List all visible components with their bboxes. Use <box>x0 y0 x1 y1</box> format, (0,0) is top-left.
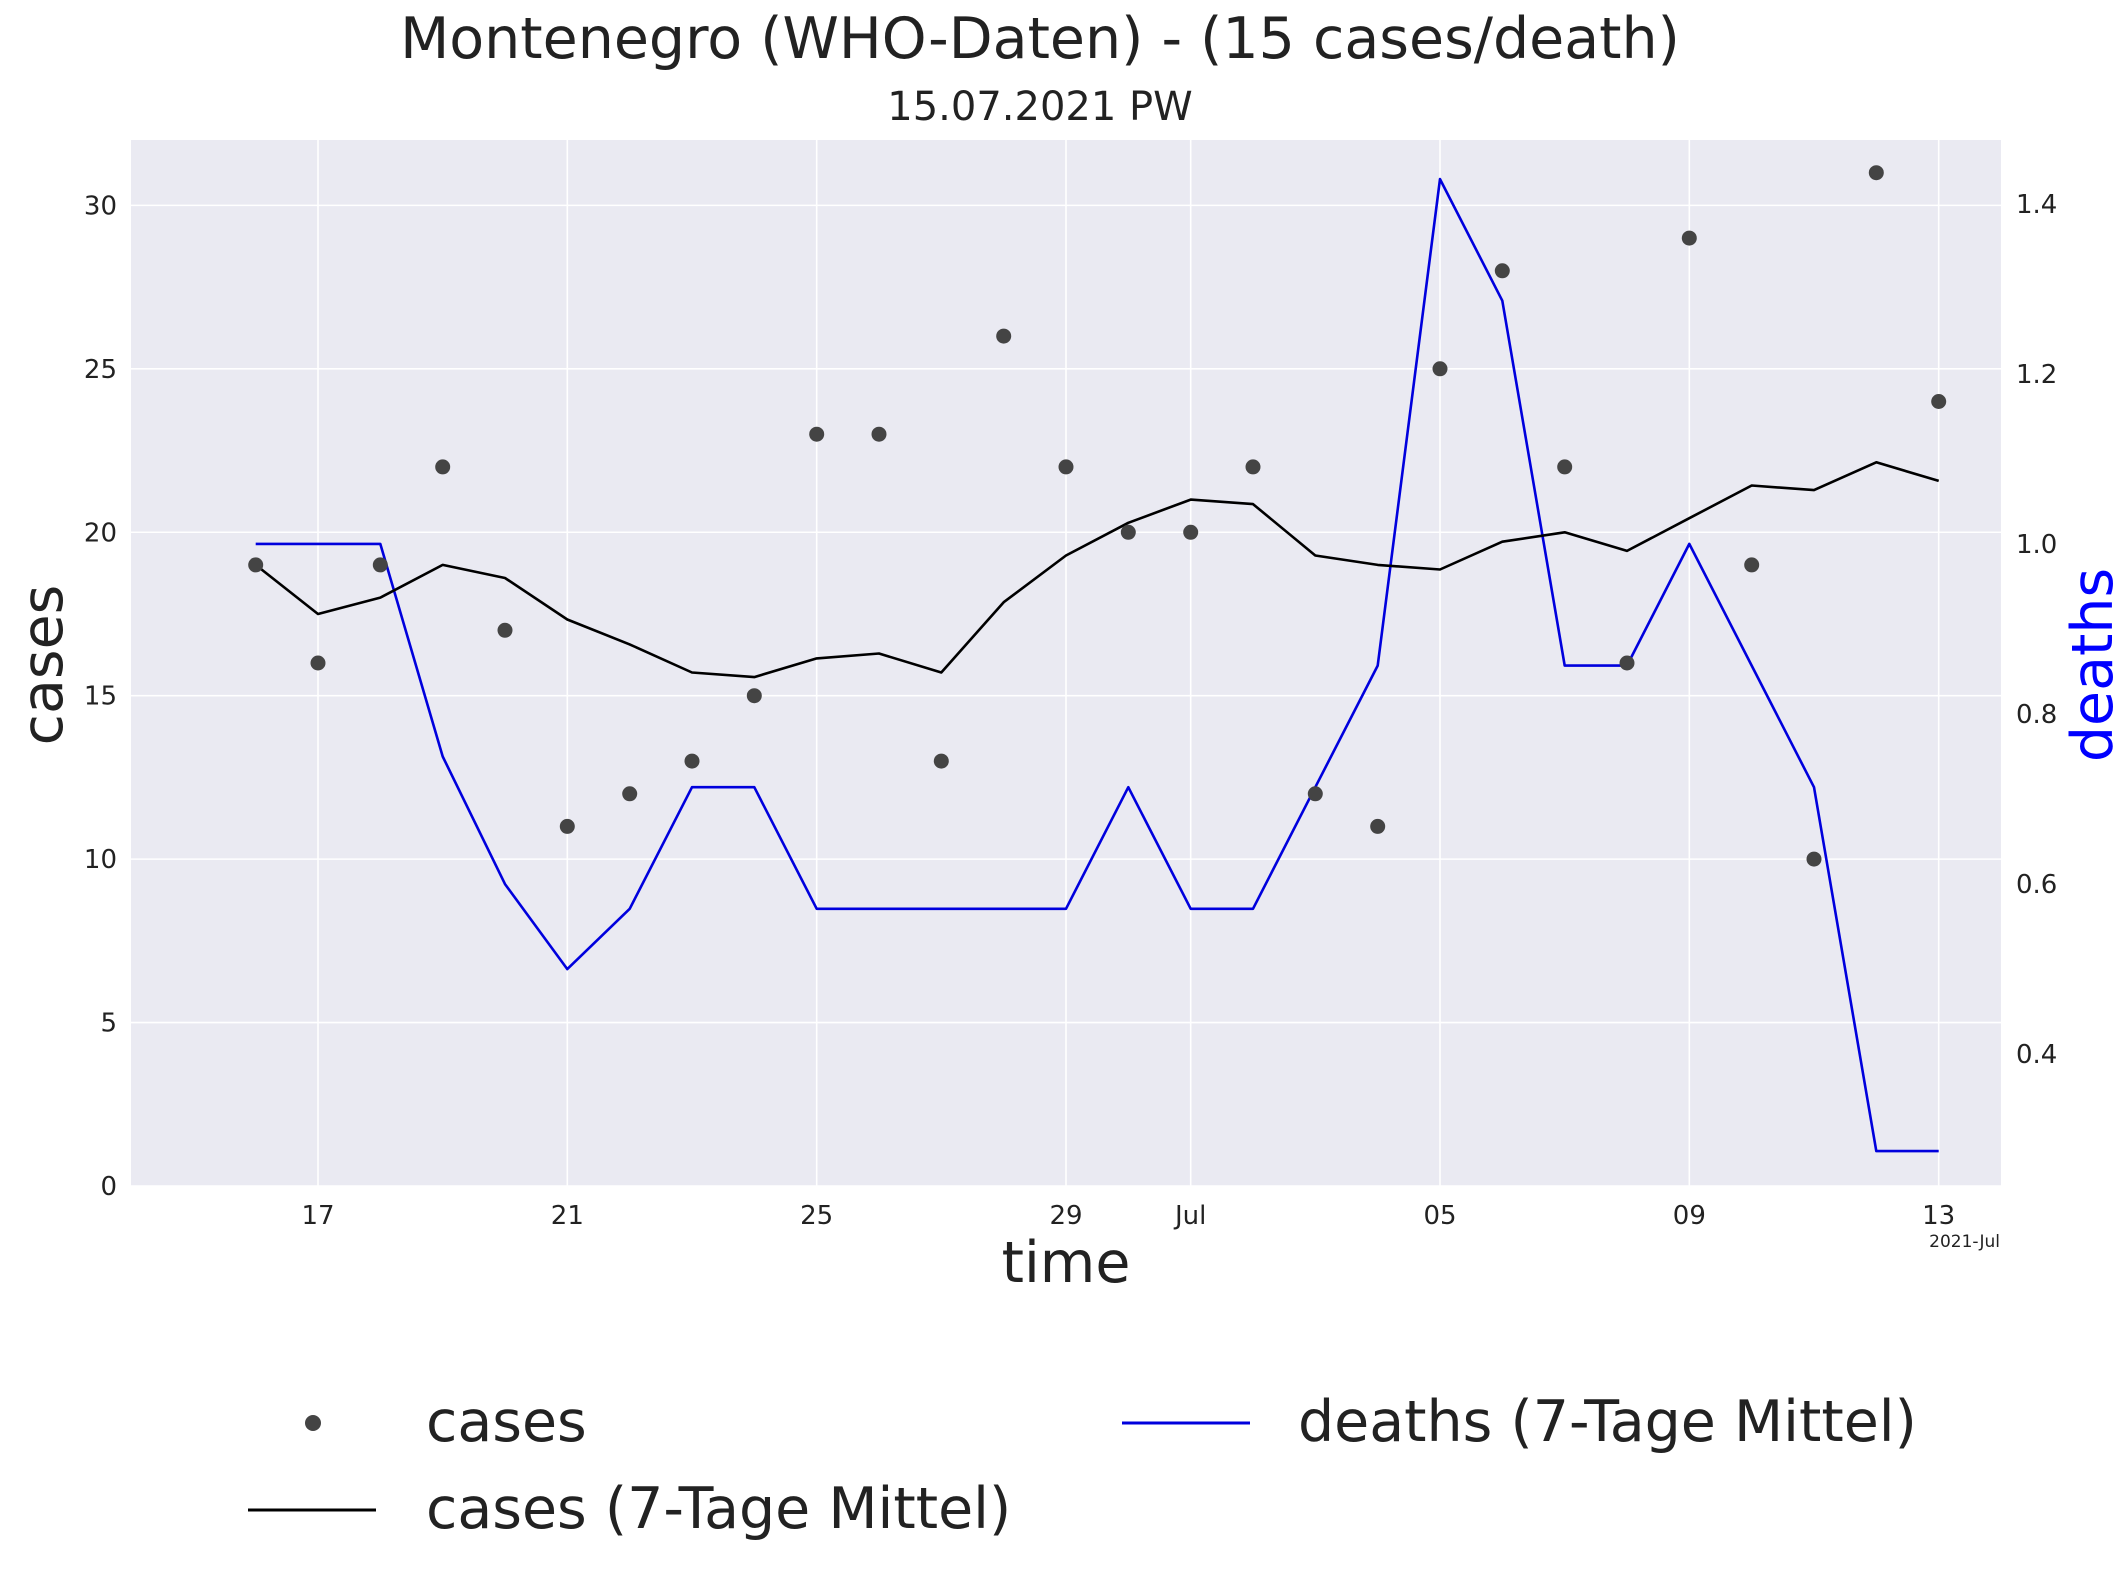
y-tick-label: 30 <box>84 191 117 221</box>
cases-point <box>684 753 700 769</box>
y2-tick-label: 0.8 <box>2016 700 2057 730</box>
y2-axis-ticks: 0.4 0.6 0.8 1.0 1.2 1.4 <box>2016 190 2057 1070</box>
cases-point <box>871 426 887 442</box>
cases-point <box>622 786 638 802</box>
y2-tick-label: 0.4 <box>2016 1040 2057 1070</box>
y2-tick-label: 1.2 <box>2016 360 2057 390</box>
x-tick-label: Jul <box>1173 1201 1206 1231</box>
y-tick-label: 25 <box>84 355 117 385</box>
x-tick-label: 09 <box>1673 1201 1706 1231</box>
deaths-7day-line <box>255 177 1939 1153</box>
cases-point <box>1931 394 1947 409</box>
cases-point <box>1370 818 1386 834</box>
y2-tick-label: 0.6 <box>2016 870 2057 900</box>
cases-point <box>809 426 825 442</box>
cases-point <box>372 557 388 573</box>
y2-tick-label: 1.4 <box>2016 190 2057 220</box>
legend-cases-avg-label: cases (7-Tage Mittel) <box>426 1476 1011 1542</box>
legend-cases-marker <box>305 1415 321 1431</box>
y-axis-label: cases <box>10 585 76 746</box>
cases-point <box>1183 524 1199 540</box>
cases-point <box>310 655 326 671</box>
cases-point <box>1806 851 1822 867</box>
x-axis-ticks: 17 21 25 29 Jul 05 09 13 <box>301 1201 1955 1231</box>
cases-point <box>1120 524 1136 540</box>
cases-7day-line <box>254 460 1940 679</box>
x-tick-label: 05 <box>1423 1201 1456 1231</box>
x-tick-label: 21 <box>551 1201 584 1231</box>
y-tick-label: 5 <box>100 1009 117 1039</box>
cases-point <box>435 459 451 475</box>
cases-point <box>1557 459 1573 475</box>
x-tick-label: 13 <box>1922 1201 1955 1231</box>
y-tick-label: 15 <box>84 682 117 712</box>
cases-point <box>1868 165 1884 181</box>
cases-point <box>1681 230 1697 246</box>
x-axis-label: time <box>1002 1230 1131 1296</box>
series-cases-points <box>248 165 1947 867</box>
y-tick-label: 0 <box>100 1172 117 1202</box>
y-tick-label: 10 <box>84 845 117 875</box>
x-tick-label: 29 <box>1049 1201 1082 1231</box>
cases-point <box>996 328 1012 344</box>
x-tick-label: 17 <box>301 1201 334 1231</box>
chart-title: Montenegro (WHO-Daten) - (15 cases/death… <box>400 6 1680 72</box>
cases-point <box>248 557 264 573</box>
cases-point <box>559 818 575 834</box>
legend-deaths-label: deaths (7-Tage Mittel) <box>1298 1389 1917 1455</box>
cases-point <box>1307 786 1323 802</box>
cases-point <box>1245 459 1261 475</box>
cases-point <box>1494 263 1510 279</box>
chart-subtitle: 15.07.2021 PW <box>887 84 1192 130</box>
cases-point <box>1744 557 1760 573</box>
y-axis-ticks: 0 5 10 15 20 25 30 <box>84 191 117 1202</box>
cases-point <box>497 622 513 638</box>
series-deaths-7day <box>255 177 1939 1153</box>
cases-point <box>1619 655 1635 671</box>
legend-cases-label: cases <box>426 1389 587 1455</box>
grid <box>131 140 2001 1187</box>
series-cases-7day <box>254 460 1940 679</box>
y-tick-label: 20 <box>84 518 117 548</box>
cases-point <box>1432 361 1448 377</box>
x-offset-label: 2021-Jul <box>1929 1232 2000 1252</box>
legend: cases deaths (7-Tage Mittel) cases (7-Ta… <box>248 1389 1917 1542</box>
x-tick-label: 25 <box>800 1201 833 1231</box>
y2-tick-label: 1.0 <box>2016 530 2057 560</box>
cases-point <box>746 688 762 704</box>
y2-axis-label: deaths <box>2060 568 2126 762</box>
cases-point <box>1058 459 1074 475</box>
cases-point <box>933 753 949 769</box>
